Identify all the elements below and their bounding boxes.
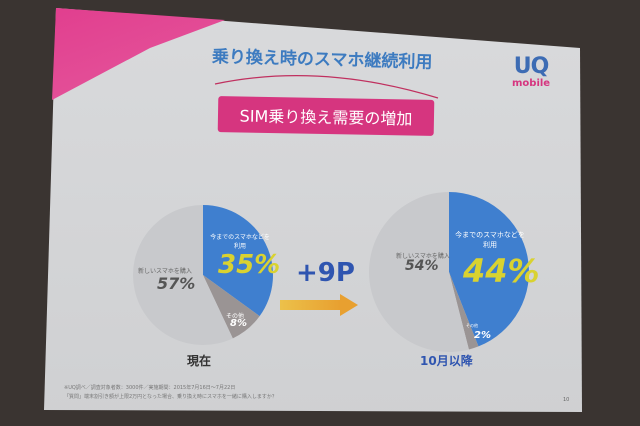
pie1-slice-0 xyxy=(203,205,273,317)
pie1-slice-1 xyxy=(203,275,260,339)
footnote-question: 「質問」端末割引き額が上限2万円となった場合、乗り換え時にスマホを一緒に購入しま… xyxy=(64,394,277,400)
pie2-value-other: 2% xyxy=(474,330,491,341)
logo-main: UQ xyxy=(513,54,550,79)
pie1-label-new: 新しいスマホを購入 xyxy=(138,268,192,275)
pie2-slice-2 xyxy=(368,192,469,352)
arrow-shaft xyxy=(280,300,340,310)
pie1-caption: 現在 xyxy=(187,354,212,368)
pie2-slice-0 xyxy=(449,192,529,347)
change-label: +9P xyxy=(296,258,355,288)
pie2-label-reuse: 今までのスマホなどを利用 xyxy=(455,231,525,249)
pie1-slice-2 xyxy=(132,205,233,345)
page-number: 10 xyxy=(563,397,570,403)
logo-sub: mobile xyxy=(512,78,551,89)
footnote-survey: ※UQ調べ／調査対象者数：3000件／実施期間：2015年7月16日～7月22日 xyxy=(64,385,236,391)
pie2-slice-1 xyxy=(449,272,479,350)
arrow-right-icon xyxy=(340,294,358,316)
pie2-label-new: 新しいスマホを購入 xyxy=(396,253,450,260)
uq-mobile-logo: UQ mobile xyxy=(512,54,551,90)
pie1-label-reuse: 今までのスマホなどを利用 xyxy=(210,234,270,250)
pie1-value-new: 57% xyxy=(157,274,196,293)
pie2-label-other: その他 xyxy=(466,323,478,328)
pie2-value-reuse: 44% xyxy=(463,252,540,290)
pie2-value-new: 54% xyxy=(405,258,439,274)
pie1-value-other: 8% xyxy=(230,318,247,329)
pie1-label-other: その他 xyxy=(226,313,245,320)
pie1-value-reuse: 35% xyxy=(218,250,281,280)
pie2-caption: 10月以降 xyxy=(420,354,473,368)
